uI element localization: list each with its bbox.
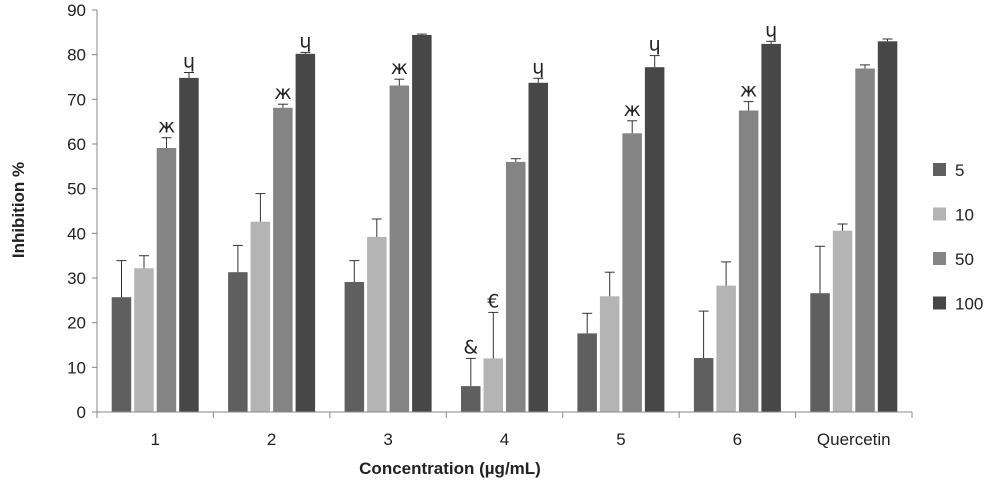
x-tick-label: 1 [150,430,159,449]
x-tick-label: 5 [616,430,625,449]
bar-6-s5 [693,358,714,412]
bar-6-s50 [738,110,759,412]
bar-quercetin-s100 [877,41,898,413]
bar-3-s50 [389,85,410,412]
bar-4-s100 [528,82,548,413]
y-tick-label: 90 [67,1,86,20]
y-tick-label: 30 [67,269,86,288]
bar-3-s100 [412,35,432,412]
x-tick-label: 6 [733,430,742,449]
legend-label: 50 [955,250,974,269]
x-tick-label: 3 [383,430,392,449]
bar-1-s50 [156,148,177,412]
significance-marker: ж [158,116,175,138]
bar-1-s5 [111,297,132,412]
y-tick-label: 70 [67,90,86,109]
legend-label: 10 [955,206,974,225]
bar-4-s50 [506,161,526,412]
y-tick-label: 20 [67,314,86,333]
error-bars-layer [116,33,893,387]
significance-marker: ɥ [532,56,544,78]
bar-5-s5 [577,333,597,412]
x-tick-label: 4 [500,430,509,449]
x-axis-title: Concentration (µg/mL) [359,459,541,478]
legend-swatch [933,296,946,310]
legend-label: 5 [955,161,964,180]
significance-marker: ж [274,82,291,104]
legend-swatch [933,252,946,265]
bar-6-s10 [716,285,736,412]
significance-marker: ɥ [183,51,195,73]
bar-3-s10 [367,236,387,412]
y-axis-title: Inhibition % [9,162,28,258]
bar-6-s100 [761,43,781,413]
legend-swatch [933,163,946,176]
significance-marker: ɥ [765,19,777,41]
annotations-layer: ж ɥ ж ɥ ж & € ɥ ж ɥ ж ɥ [158,19,777,358]
bar-2-s100 [295,53,316,413]
legend-swatch [933,207,946,221]
bar-4-s5 [461,386,481,412]
y-tick-label: 60 [67,135,86,154]
bar-quercetin-s10 [832,230,853,412]
x-tick-label: Quercetin [817,430,891,449]
bar-2-s10 [250,221,271,412]
bar-5-s50 [622,133,642,413]
significance-marker: € [487,290,499,312]
significance-marker: ж [740,80,757,102]
legend: 5 10 50 100 [933,161,983,314]
significance-marker: ж [391,57,408,79]
bar-quercetin-s5 [810,293,830,412]
significance-marker: & [463,336,478,358]
bar-5-s100 [644,67,665,412]
y-tick-label: 10 [67,358,86,377]
axes-layer: 0 10 20 30 40 50 60 70 80 90 1 2 3 4 5 6 Quercetin [67,1,913,449]
y-tick-label: 40 [67,224,86,243]
bar-2-s5 [228,272,248,412]
bar-2-s50 [273,107,293,413]
bar-1-s100 [179,77,199,413]
bar-quercetin-s50 [855,68,875,412]
y-tick-label: 0 [77,403,86,422]
significance-marker: ɥ [649,34,661,56]
bar-3-s5 [344,282,365,412]
x-tick-label: 2 [267,430,276,449]
bars-layer [111,35,898,413]
y-tick-label: 80 [67,46,86,65]
bar-4-s10 [483,358,503,412]
significance-marker: ж [624,99,641,121]
legend-label: 100 [955,295,983,314]
bar-5-s10 [599,296,620,412]
significance-marker: ɥ [299,30,311,52]
bar-1-s10 [134,268,154,412]
y-tick-label: 50 [67,180,86,199]
